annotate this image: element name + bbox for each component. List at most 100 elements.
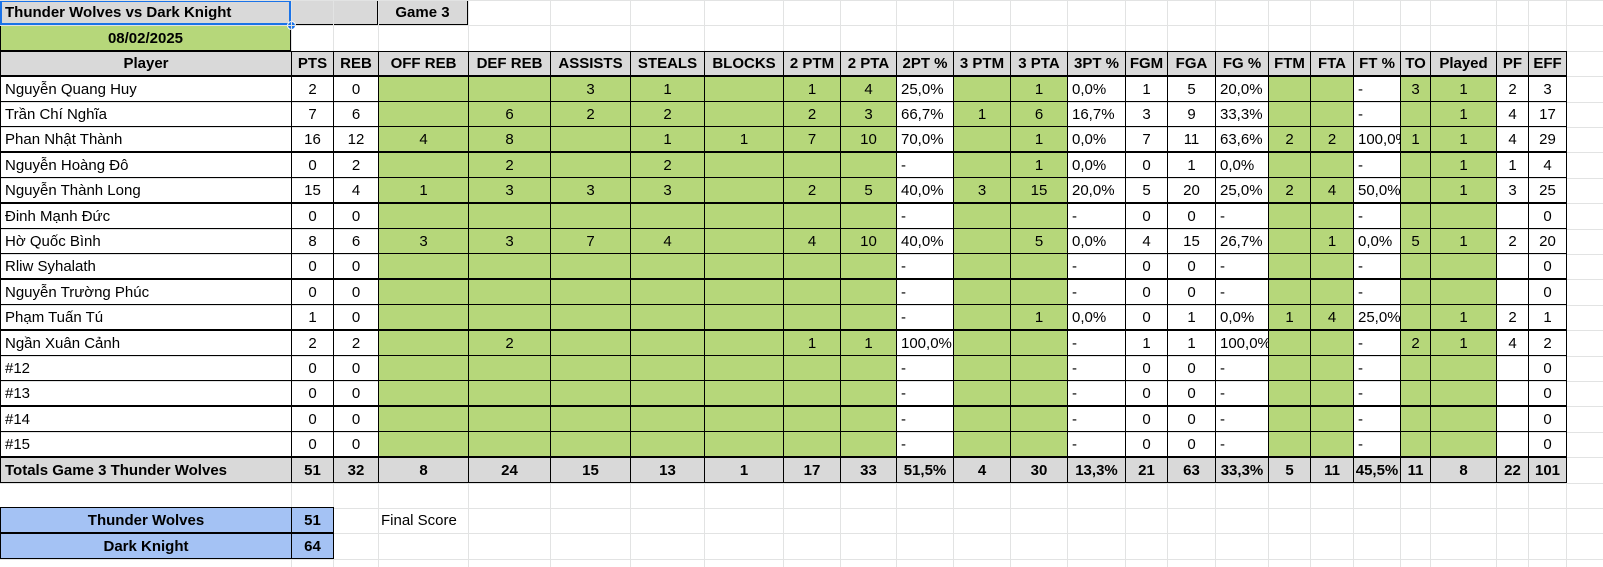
stat-cell[interactable] <box>704 152 784 178</box>
stat-cell[interactable]: - <box>1353 203 1401 229</box>
stat-cell[interactable]: 2 <box>1268 126 1311 152</box>
stat-cell[interactable]: 0 <box>1528 253 1567 279</box>
stat-cell[interactable] <box>953 355 1011 381</box>
stat-cell[interactable]: 0,0% <box>1067 304 1126 330</box>
stat-cell[interactable] <box>468 253 551 279</box>
stat-cell[interactable] <box>378 380 469 406</box>
stat-cell[interactable] <box>1400 431 1431 457</box>
stat-cell[interactable]: 0 <box>291 406 334 432</box>
stat-cell[interactable]: - <box>1067 203 1126 229</box>
player-name-cell[interactable]: Ngần Xuân Cảnh <box>0 330 292 356</box>
stat-cell[interactable] <box>1010 355 1068 381</box>
stat-cell[interactable] <box>1310 380 1354 406</box>
stat-cell[interactable]: 0 <box>1167 253 1216 279</box>
stat-cell[interactable]: 7 <box>291 101 334 127</box>
stat-cell[interactable]: 1 <box>1167 304 1216 330</box>
stat-cell[interactable] <box>840 380 897 406</box>
stat-cell[interactable] <box>630 431 705 457</box>
stat-cell[interactable]: 25,0% <box>1215 177 1269 203</box>
column-header[interactable]: 3 PTM <box>953 51 1011 76</box>
stat-cell[interactable]: 0 <box>291 152 334 178</box>
totals-cell[interactable]: 13,3% <box>1067 457 1126 483</box>
stat-cell[interactable]: 1 <box>1125 330 1168 356</box>
stat-cell[interactable]: - <box>896 152 954 178</box>
stat-cell[interactable]: - <box>1215 253 1269 279</box>
stat-cell[interactable] <box>1010 380 1068 406</box>
stat-cell[interactable] <box>1268 380 1311 406</box>
stat-cell[interactable] <box>468 304 551 330</box>
stat-cell[interactable]: 2 <box>291 76 334 102</box>
stat-cell[interactable]: 2 <box>783 177 841 203</box>
stat-cell[interactable]: 3 <box>468 228 551 254</box>
stat-cell[interactable] <box>468 279 551 305</box>
player-name-cell[interactable]: Đinh Mạnh Đức <box>0 203 292 229</box>
stat-cell[interactable] <box>953 380 1011 406</box>
stat-cell[interactable] <box>1430 406 1497 432</box>
stat-cell[interactable]: 4 <box>1528 152 1567 178</box>
stat-cell[interactable]: 10 <box>840 228 897 254</box>
stat-cell[interactable] <box>1268 101 1311 127</box>
totals-cell[interactable]: 24 <box>468 457 551 483</box>
stat-cell[interactable]: 5 <box>1167 76 1216 102</box>
stat-cell[interactable] <box>953 126 1011 152</box>
stat-cell[interactable]: 1 <box>291 304 334 330</box>
stat-cell[interactable]: 4 <box>1125 228 1168 254</box>
blank-header-cell[interactable] <box>290 0 378 25</box>
stat-cell[interactable]: 0 <box>333 380 379 406</box>
stat-cell[interactable] <box>1496 406 1529 432</box>
stat-cell[interactable] <box>378 203 469 229</box>
stat-cell[interactable] <box>468 380 551 406</box>
game-label-cell[interactable]: Game 3 <box>377 0 468 25</box>
stat-cell[interactable]: 1 <box>783 76 841 102</box>
stat-cell[interactable]: 4 <box>1496 126 1529 152</box>
stat-cell[interactable]: - <box>1353 431 1401 457</box>
stat-cell[interactable] <box>550 304 631 330</box>
totals-cell[interactable]: 30 <box>1010 457 1068 483</box>
stat-cell[interactable]: 3 <box>378 228 469 254</box>
stat-cell[interactable]: 1 <box>1010 126 1068 152</box>
stat-cell[interactable] <box>550 152 631 178</box>
stat-cell[interactable]: 11 <box>1167 126 1216 152</box>
totals-cell[interactable]: 4 <box>953 457 1011 483</box>
stat-cell[interactable] <box>1430 355 1497 381</box>
player-name-cell[interactable]: #13 <box>0 380 292 406</box>
stat-cell[interactable]: 3 <box>840 101 897 127</box>
stat-cell[interactable] <box>783 431 841 457</box>
stat-cell[interactable] <box>704 330 784 356</box>
stat-cell[interactable]: 0,0% <box>1353 228 1401 254</box>
stat-cell[interactable]: 0 <box>333 406 379 432</box>
stat-cell[interactable]: - <box>1353 406 1401 432</box>
stat-cell[interactable] <box>1496 355 1529 381</box>
stat-cell[interactable] <box>953 330 1011 356</box>
stat-cell[interactable]: 12 <box>333 126 379 152</box>
stat-cell[interactable] <box>840 406 897 432</box>
player-name-cell[interactable]: Nguyễn Thành Long <box>0 177 292 203</box>
stat-cell[interactable] <box>378 431 469 457</box>
stat-cell[interactable] <box>1010 253 1068 279</box>
stat-cell[interactable] <box>1268 406 1311 432</box>
stat-cell[interactable]: 0,0% <box>1067 228 1126 254</box>
stat-cell[interactable] <box>1268 152 1311 178</box>
totals-cell[interactable]: 32 <box>333 457 379 483</box>
stat-cell[interactable] <box>1010 330 1068 356</box>
stat-cell[interactable]: 0 <box>333 203 379 229</box>
player-name-cell[interactable]: Phạm Tuấn Tú <box>0 304 292 330</box>
stat-cell[interactable] <box>550 355 631 381</box>
stat-cell[interactable]: 1 <box>840 330 897 356</box>
stat-cell[interactable] <box>1496 279 1529 305</box>
stat-cell[interactable]: - <box>1353 253 1401 279</box>
stat-cell[interactable]: 4 <box>1496 330 1529 356</box>
stat-cell[interactable] <box>378 279 469 305</box>
final-score-label-cell[interactable]: Final Score <box>378 507 499 533</box>
stat-cell[interactable]: 1 <box>1430 304 1497 330</box>
stat-cell[interactable]: 4 <box>1310 304 1354 330</box>
stat-cell[interactable]: 20,0% <box>1067 177 1126 203</box>
stat-cell[interactable] <box>550 253 631 279</box>
stat-cell[interactable]: 0 <box>291 203 334 229</box>
stat-cell[interactable] <box>1430 253 1497 279</box>
stat-cell[interactable] <box>840 152 897 178</box>
totals-label-cell[interactable]: Totals Game 3 Thunder Wolves <box>0 457 292 483</box>
stat-cell[interactable]: - <box>1067 355 1126 381</box>
stat-cell[interactable] <box>378 304 469 330</box>
totals-cell[interactable]: 11 <box>1310 457 1354 483</box>
